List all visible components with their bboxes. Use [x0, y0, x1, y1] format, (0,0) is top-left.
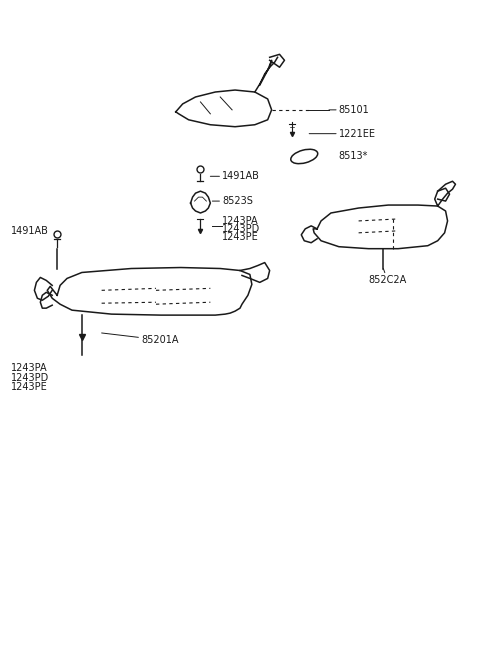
Text: 1243PE: 1243PE: [11, 382, 48, 392]
Text: 85101: 85101: [329, 105, 370, 115]
Text: 1243PD: 1243PD: [11, 373, 49, 382]
Text: 1221EE: 1221EE: [309, 129, 376, 139]
Text: 1243PE: 1243PE: [222, 232, 259, 242]
Text: 1243PD: 1243PD: [222, 224, 261, 234]
Text: 8513*: 8513*: [339, 152, 368, 162]
Text: 1491AB: 1491AB: [210, 171, 260, 181]
Text: 8523S: 8523S: [212, 196, 253, 206]
Text: 1243PA: 1243PA: [11, 363, 48, 373]
Text: 852C2A: 852C2A: [369, 269, 407, 285]
Text: 1491AB: 1491AB: [11, 226, 48, 236]
Text: 85201A: 85201A: [102, 333, 179, 345]
Text: 1243PA: 1243PA: [222, 216, 259, 226]
